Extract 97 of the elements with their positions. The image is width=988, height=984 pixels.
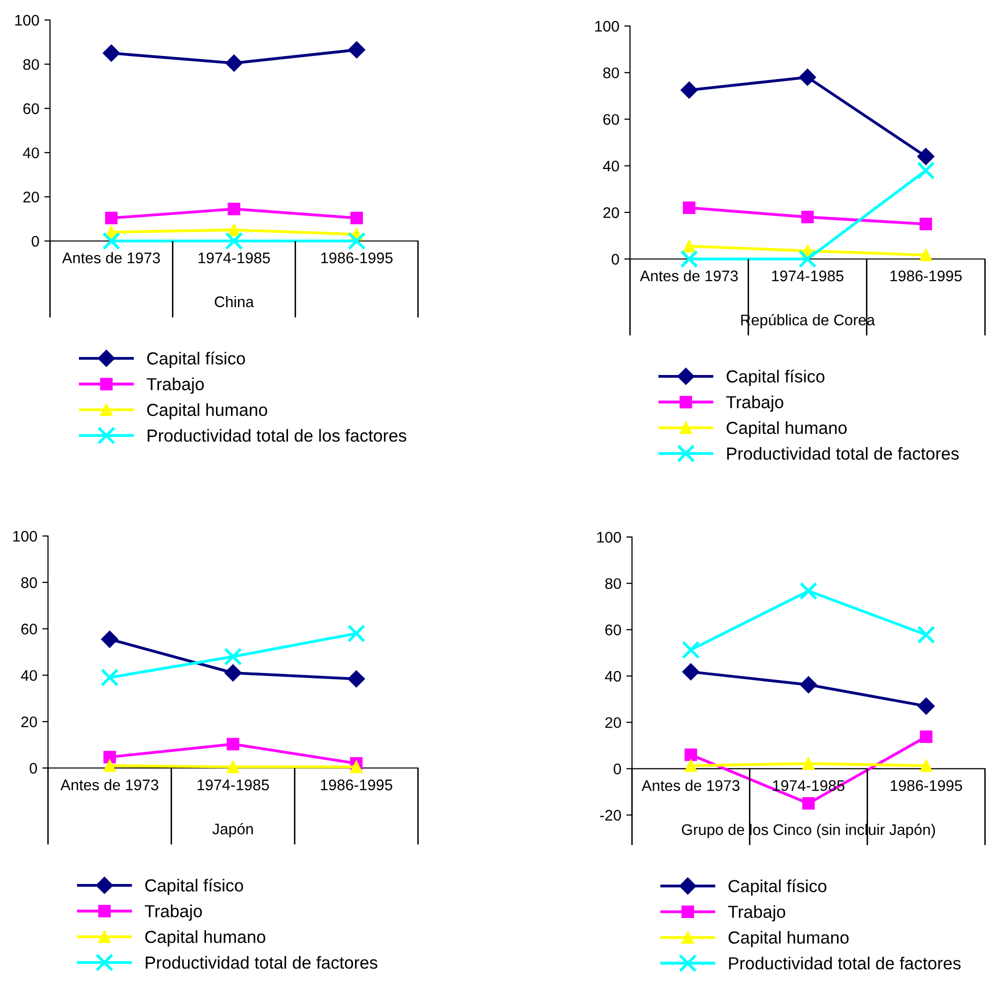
point	[105, 212, 118, 224]
point	[684, 748, 698, 762]
y-tick-label: 20	[23, 192, 39, 202]
point	[920, 248, 932, 262]
x-tick-label: 1986-1995	[890, 780, 962, 791]
point	[228, 202, 240, 216]
legend-label: Trabajo	[726, 396, 784, 412]
x-tick-label: Antes de 1973	[62, 252, 160, 264]
point	[225, 54, 243, 72]
y-tick-label: 100	[15, 14, 39, 26]
x-tick-label: 1974-1985	[772, 270, 844, 282]
x-tick-label: 1986-1995	[321, 252, 393, 264]
y-tick-label: 40	[22, 147, 39, 158]
y-tick-label: 60	[605, 624, 621, 636]
point	[682, 201, 696, 214]
point	[224, 232, 244, 250]
point	[680, 250, 698, 268]
x-axis-title: Japón	[212, 823, 253, 838]
point	[682, 663, 700, 680]
point	[918, 698, 935, 715]
point	[348, 670, 365, 688]
point	[920, 218, 932, 230]
legend-label: Trabajo	[146, 378, 204, 394]
point	[920, 759, 932, 772]
legend-label: Productividad total de factores	[729, 956, 961, 970]
y-tick-label: 60	[603, 114, 619, 125]
y-tick-label: 20	[603, 207, 619, 218]
point	[684, 759, 698, 772]
x-tick-label: 1974-1985	[198, 252, 270, 264]
point	[799, 582, 818, 600]
point	[224, 664, 242, 682]
y-tick-label: 0	[614, 764, 621, 774]
x-tick-label: 1974-1985	[198, 780, 269, 790]
y-tick-label: 40	[602, 160, 619, 172]
point	[682, 640, 700, 659]
y-tick-label: 0	[612, 254, 619, 265]
y-tick-label: 20	[21, 716, 37, 728]
point	[103, 759, 116, 772]
point	[102, 44, 120, 62]
y-tick-label: 0	[32, 236, 39, 247]
legend-label: Capital humano	[726, 421, 847, 438]
x-tick-label: 1986-1995	[890, 270, 962, 282]
point	[101, 630, 118, 648]
legend-label: Trabajo	[144, 904, 202, 921]
x-axis-title: China	[214, 296, 254, 308]
legend-label: Capital físico	[145, 878, 244, 896]
y-tick-label: 40	[20, 670, 37, 681]
legend-label: Capital físico	[726, 370, 824, 386]
point	[103, 750, 116, 764]
y-tick-label: 100	[595, 20, 619, 32]
point	[102, 232, 120, 250]
point	[917, 148, 934, 166]
point	[350, 212, 363, 224]
point	[224, 648, 242, 666]
point	[802, 757, 815, 770]
legend-label: Productividad total de los factores	[148, 429, 406, 442]
point	[100, 668, 119, 687]
y-tick-label: 100	[13, 530, 37, 542]
point	[800, 676, 818, 694]
y-tick-label: 60	[21, 624, 37, 634]
y-tick-label: 60	[23, 103, 39, 114]
point	[920, 730, 932, 743]
point	[348, 232, 366, 250]
y-tick-label: 20	[605, 717, 621, 728]
legend-label: Productividad total de factores	[727, 447, 959, 460]
point	[350, 760, 363, 774]
point	[916, 161, 935, 180]
legend-label: Capital humano	[145, 930, 266, 946]
point	[226, 760, 240, 774]
y-tick-label: 80	[21, 577, 37, 588]
legend-label: Capital humano	[728, 930, 849, 948]
legend-label: Capital físico	[147, 352, 245, 368]
y-tick-label: 100	[597, 532, 621, 543]
y-tick-label: 40	[604, 670, 621, 682]
y-tick-label: 80	[23, 59, 39, 70]
point	[801, 210, 814, 224]
point	[798, 68, 816, 86]
point	[917, 626, 936, 644]
x-tick-label: Antes de 1973	[642, 780, 740, 791]
point	[798, 250, 817, 268]
point	[226, 738, 240, 750]
point	[348, 41, 366, 58]
y-tick-label: 80	[605, 578, 621, 590]
legend-label: Trabajo	[728, 905, 786, 922]
legend-label: Capital humano	[147, 403, 268, 420]
x-tick-label: Antes de 1973	[60, 779, 158, 790]
point	[347, 624, 366, 642]
legend-label: Productividad total de factores	[146, 956, 378, 969]
y-tick-label: 0	[30, 762, 37, 774]
point	[802, 797, 815, 810]
point	[680, 82, 698, 99]
x-tick-label: 1986-1995	[320, 780, 392, 790]
y-tick-label: 80	[603, 67, 619, 78]
x-tick-label: Antes de 1973	[640, 270, 738, 282]
point	[682, 240, 696, 252]
legend-label: Capital físico	[728, 879, 826, 896]
y-tick-label: -20	[600, 810, 621, 821]
